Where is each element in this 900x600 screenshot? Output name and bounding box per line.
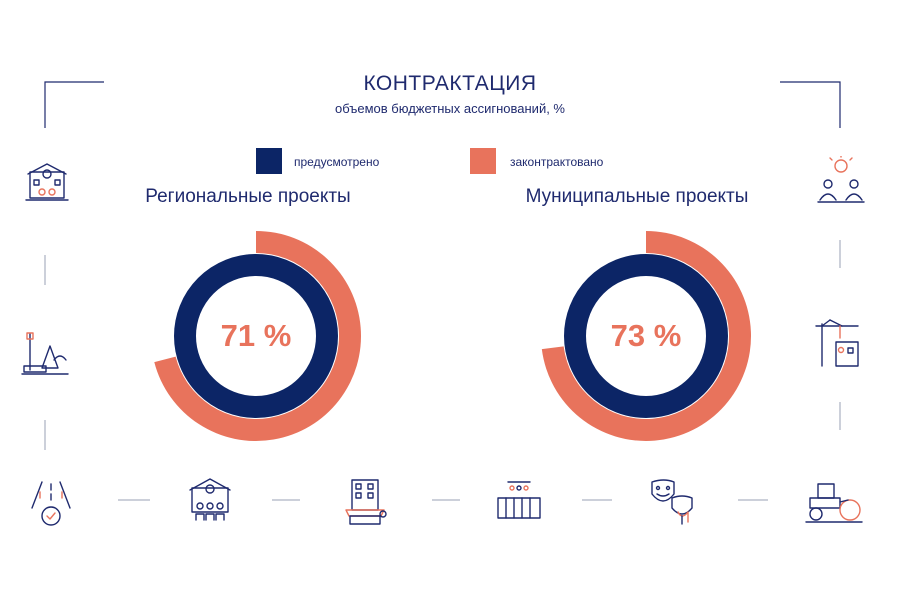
chart-label-regional: 71 % bbox=[220, 318, 292, 353]
road-roller-icon bbox=[805, 483, 863, 523]
frame-corner-top-right bbox=[780, 81, 841, 128]
crib-icon bbox=[497, 481, 541, 519]
theater-masks-icon bbox=[651, 479, 693, 525]
road-icon bbox=[31, 481, 71, 526]
chart-title-municipal: Муниципальные проекты bbox=[525, 186, 749, 207]
school-icon bbox=[25, 163, 69, 201]
kindergarten-icon bbox=[189, 478, 231, 521]
legend-swatch-planned bbox=[256, 148, 282, 174]
legend-swatch-contracted bbox=[470, 148, 496, 174]
legend-label-planned: предусмотрено bbox=[294, 155, 380, 169]
park-icon bbox=[21, 332, 69, 375]
shop-building-icon bbox=[345, 479, 387, 525]
legend-label-contracted: законтрактовано bbox=[510, 155, 604, 169]
crane-building-icon bbox=[815, 319, 859, 367]
planned-ring-regional bbox=[174, 254, 338, 418]
page-subtitle: объемов бюджетных ассигнований, % bbox=[335, 101, 565, 116]
chart-title-regional: Региональные проекты bbox=[145, 186, 351, 207]
page-title: КОНТРАКТАЦИЯ bbox=[363, 72, 537, 95]
chart-label-municipal: 73 % bbox=[610, 318, 682, 353]
frame-corner-top-left bbox=[44, 81, 104, 128]
planned-ring-municipal bbox=[564, 254, 728, 418]
idea-people-icon bbox=[817, 156, 865, 203]
